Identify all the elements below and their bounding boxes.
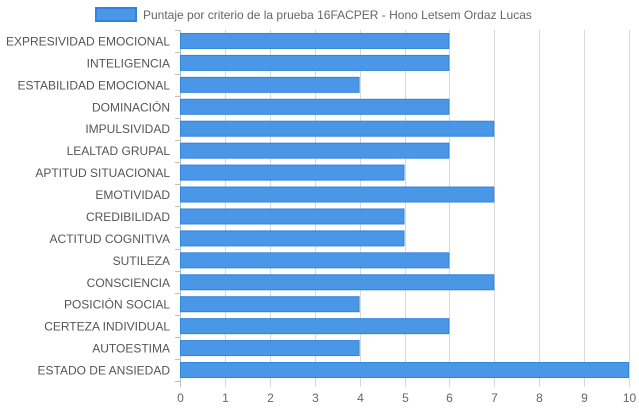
category-label: CREDIBILIDAD (86, 210, 170, 224)
category-label: POSICIÓN SOCIAL (64, 297, 170, 312)
category-label: LEALTAD GRUPAL (67, 144, 171, 158)
bar-sutileza[interactable] (180, 252, 450, 269)
x-tick-label: 6 (446, 391, 453, 405)
category-label: INTELIGENCIA (87, 56, 170, 70)
bar-autoestima[interactable] (180, 340, 360, 357)
bar-estado-de-ansiedad[interactable] (180, 362, 629, 379)
category-label: ESTADO DE ANSIEDAD (38, 364, 171, 378)
bar-lealtad-grupal[interactable] (180, 142, 450, 159)
bars (180, 32, 629, 379)
x-tick-label: 3 (312, 391, 319, 405)
category-label: CERTEZA INDIVIDUAL (44, 320, 170, 334)
category-label: AUTOESTIMA (92, 342, 170, 356)
bar-dominación[interactable] (180, 98, 450, 115)
x-tick-label: 1 (222, 391, 229, 405)
x-tick-label: 7 (491, 391, 498, 405)
category-label: APTITUD SITUACIONAL (35, 166, 170, 180)
category-label: IMPULSIVIDAD (85, 122, 170, 136)
bar-expresividad-emocional[interactable] (180, 32, 450, 49)
legend[interactable]: Puntaje por criterio de la prueba 16FACP… (95, 7, 532, 22)
x-tick-labels: 0 1 2 3 4 5 6 7 8 9 10 (177, 391, 636, 405)
x-tick-label: 2 (267, 391, 274, 405)
x-tick-label: 10 (623, 391, 637, 405)
category-label: ESTABILIDAD EMOCIONAL (18, 78, 171, 92)
category-label: CONSCIENCIA (87, 276, 170, 290)
category-label: EMOTIVIDAD (95, 188, 170, 202)
bar-certeza-individual[interactable] (180, 318, 450, 335)
bar-estabilidad-emocional[interactable] (180, 76, 360, 93)
bar-posición-social[interactable] (180, 296, 360, 313)
category-labels: EXPRESIVIDAD EMOCIONAL INTELIGENCIA ESTABI… (6, 34, 170, 377)
x-tick-label: 9 (581, 391, 588, 405)
bar-credibilidad[interactable] (180, 208, 405, 225)
category-label: ACTITUD COGNITIVA (50, 232, 170, 246)
legend-swatch (95, 7, 137, 22)
category-label: DOMINACIÓN (92, 99, 170, 114)
x-tick-label: 0 (177, 391, 184, 405)
bar-inteligencia[interactable] (180, 54, 450, 71)
x-tick-label: 5 (402, 391, 409, 405)
category-label: EXPRESIVIDAD EMOCIONAL (6, 34, 170, 48)
category-label: SUTILEZA (113, 254, 170, 268)
legend-label: Puntaje por criterio de la prueba 16FACP… (143, 8, 532, 22)
bar-actitud-cognitiva[interactable] (180, 230, 405, 247)
x-tick-label: 4 (357, 391, 364, 405)
bar-impulsividad[interactable] (180, 120, 495, 137)
bar-consciencia[interactable] (180, 274, 495, 291)
bar-emotividad[interactable] (180, 186, 495, 203)
x-tick-label: 8 (536, 391, 543, 405)
bar-aptitud-situacional[interactable] (180, 164, 405, 181)
